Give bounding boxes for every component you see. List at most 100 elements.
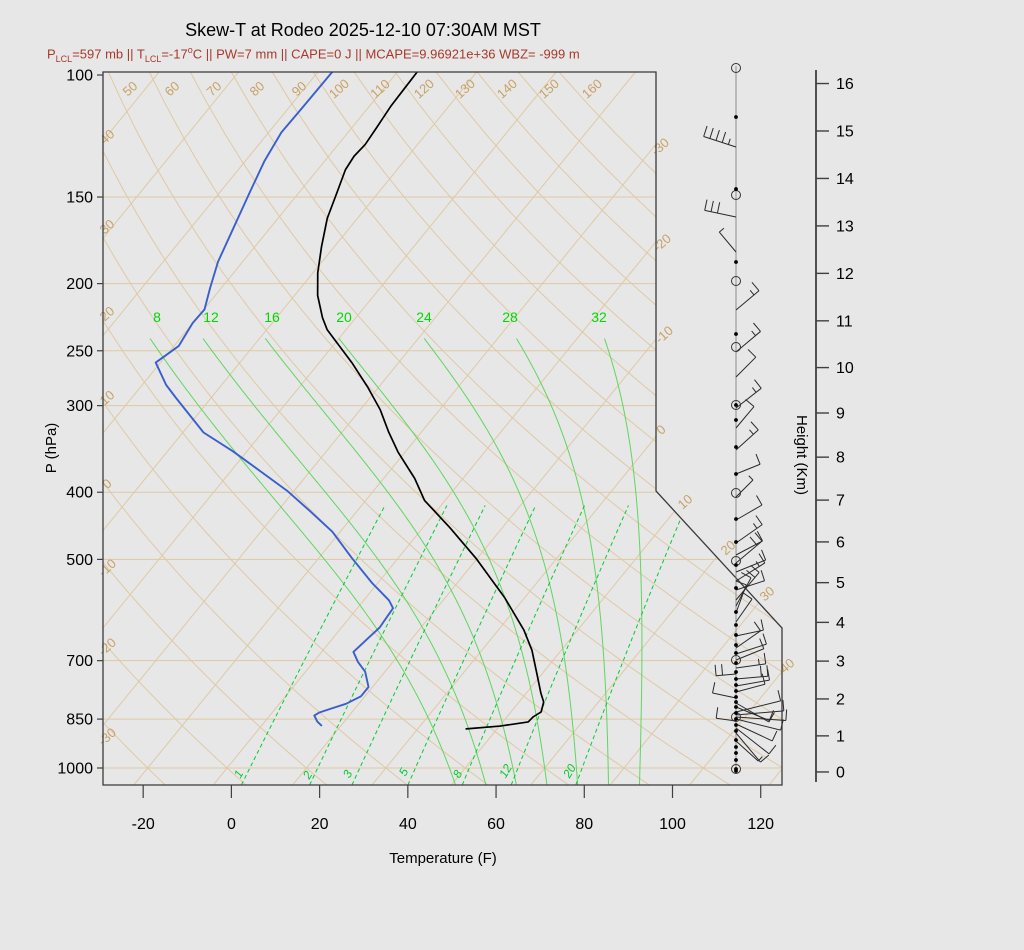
- svg-text:10: 10: [97, 387, 118, 408]
- svg-text:16: 16: [836, 76, 854, 93]
- level-dot: [734, 418, 738, 422]
- svg-text:60: 60: [487, 816, 505, 833]
- plot-border: [102, 71, 783, 786]
- level-dot: [734, 738, 738, 742]
- svg-text:-20: -20: [650, 231, 674, 255]
- wind-barb-stem: [703, 136, 737, 148]
- svg-text:8: 8: [836, 450, 845, 467]
- svg-text:20: 20: [560, 761, 579, 781]
- svg-text:32: 32: [591, 309, 607, 325]
- svg-text:6: 6: [836, 534, 845, 551]
- level-dot: [734, 711, 738, 715]
- wind-barb-stem: [735, 648, 765, 661]
- level-circle: [731, 488, 741, 498]
- svg-text:8: 8: [153, 309, 161, 325]
- sounding-profiles: [154, 72, 545, 730]
- svg-text:1: 1: [231, 768, 246, 781]
- level-dot: [734, 677, 738, 681]
- svg-text:12: 12: [836, 266, 854, 283]
- svg-text:300: 300: [66, 398, 93, 415]
- svg-text:7: 7: [836, 493, 845, 510]
- wind-barb-stem: [735, 740, 759, 762]
- svg-text:2: 2: [836, 691, 845, 708]
- level-circle: [731, 276, 741, 286]
- svg-text:12: 12: [496, 761, 515, 780]
- svg-text:-30: -30: [95, 725, 119, 749]
- svg-text:8: 8: [450, 767, 466, 780]
- svg-text:13: 13: [836, 218, 854, 235]
- level-dot: [734, 517, 738, 521]
- sounding-parameters: PLCL=597 mb || TLCL=-17oC || PW=7 mm || …: [47, 45, 580, 64]
- level-dot: [734, 661, 738, 665]
- svg-text:-20: -20: [95, 635, 119, 659]
- wind-barb-stem: [718, 231, 737, 253]
- level-dot: [734, 260, 738, 264]
- wind-barb-stem: [735, 406, 755, 429]
- svg-text:5: 5: [396, 765, 412, 778]
- svg-text:4: 4: [836, 615, 845, 632]
- level-dot: [734, 115, 738, 119]
- svg-text:80: 80: [247, 78, 268, 99]
- level-dot: [734, 563, 738, 567]
- wind-barb-stem: [735, 290, 760, 311]
- svg-text:90: 90: [289, 78, 310, 99]
- svg-text:80: 80: [575, 816, 593, 833]
- wind-barb-stem: [735, 524, 763, 544]
- level-dot: [734, 472, 738, 476]
- svg-text:30: 30: [97, 216, 118, 237]
- level-dot: [734, 758, 738, 762]
- wind-barb-stem: [735, 356, 757, 378]
- wind-barb-stem: [735, 732, 761, 763]
- svg-text:24: 24: [416, 309, 432, 325]
- wind-barb-stem: [735, 584, 747, 614]
- svg-text:700: 700: [66, 653, 93, 670]
- level-circle: [731, 400, 741, 410]
- level-dot: [734, 670, 738, 674]
- svg-text:10: 10: [836, 360, 854, 377]
- svg-text:28: 28: [502, 309, 518, 325]
- level-dot: [734, 445, 738, 449]
- svg-text:1: 1: [836, 728, 845, 745]
- level-dot: [734, 610, 738, 614]
- level-dot: [734, 623, 738, 627]
- wind-barb-stem: [735, 629, 764, 637]
- level-dot: [734, 187, 738, 191]
- wind-barb-stem: [735, 700, 781, 713]
- svg-text:100: 100: [66, 68, 93, 85]
- svg-text:15: 15: [836, 123, 854, 140]
- svg-text:14: 14: [836, 171, 854, 188]
- svg-text:0: 0: [99, 476, 114, 492]
- wind-barb-stem: [735, 723, 773, 742]
- level-dot: [734, 723, 738, 727]
- height-axis-title: Height (Km): [793, 414, 810, 496]
- wind-barb-stem: [735, 562, 766, 582]
- level-circle: [731, 63, 741, 73]
- level-dot: [734, 689, 738, 693]
- level-dot: [734, 540, 738, 544]
- svg-text:-20: -20: [132, 816, 155, 833]
- level-dot: [734, 586, 738, 590]
- wind-barb-stem: [735, 479, 754, 498]
- svg-text:40: 40: [97, 126, 118, 147]
- svg-text:100: 100: [659, 816, 686, 833]
- level-dot: [734, 705, 738, 709]
- svg-text:150: 150: [66, 190, 93, 207]
- wind-barb-stem: [735, 540, 763, 556]
- wind-barb-stem: [716, 673, 737, 677]
- level-dot: [734, 651, 738, 655]
- level-dot: [734, 332, 738, 336]
- pressure-axis-title: P (hPa): [43, 422, 60, 474]
- level-dot: [734, 745, 738, 749]
- svg-text:850: 850: [66, 712, 93, 729]
- level-dot: [734, 729, 738, 733]
- wind-barb-stem: [735, 663, 766, 669]
- wind-barb-stem: [735, 598, 753, 623]
- svg-text:5: 5: [836, 575, 845, 592]
- page-title: Skew-T at Rodeo 2025-12-10 07:30AM MST: [185, 20, 541, 40]
- wind-barb-stem: [735, 718, 781, 731]
- svg-text:120: 120: [747, 816, 774, 833]
- svg-text:12: 12: [203, 309, 219, 325]
- svg-text:250: 250: [66, 343, 93, 360]
